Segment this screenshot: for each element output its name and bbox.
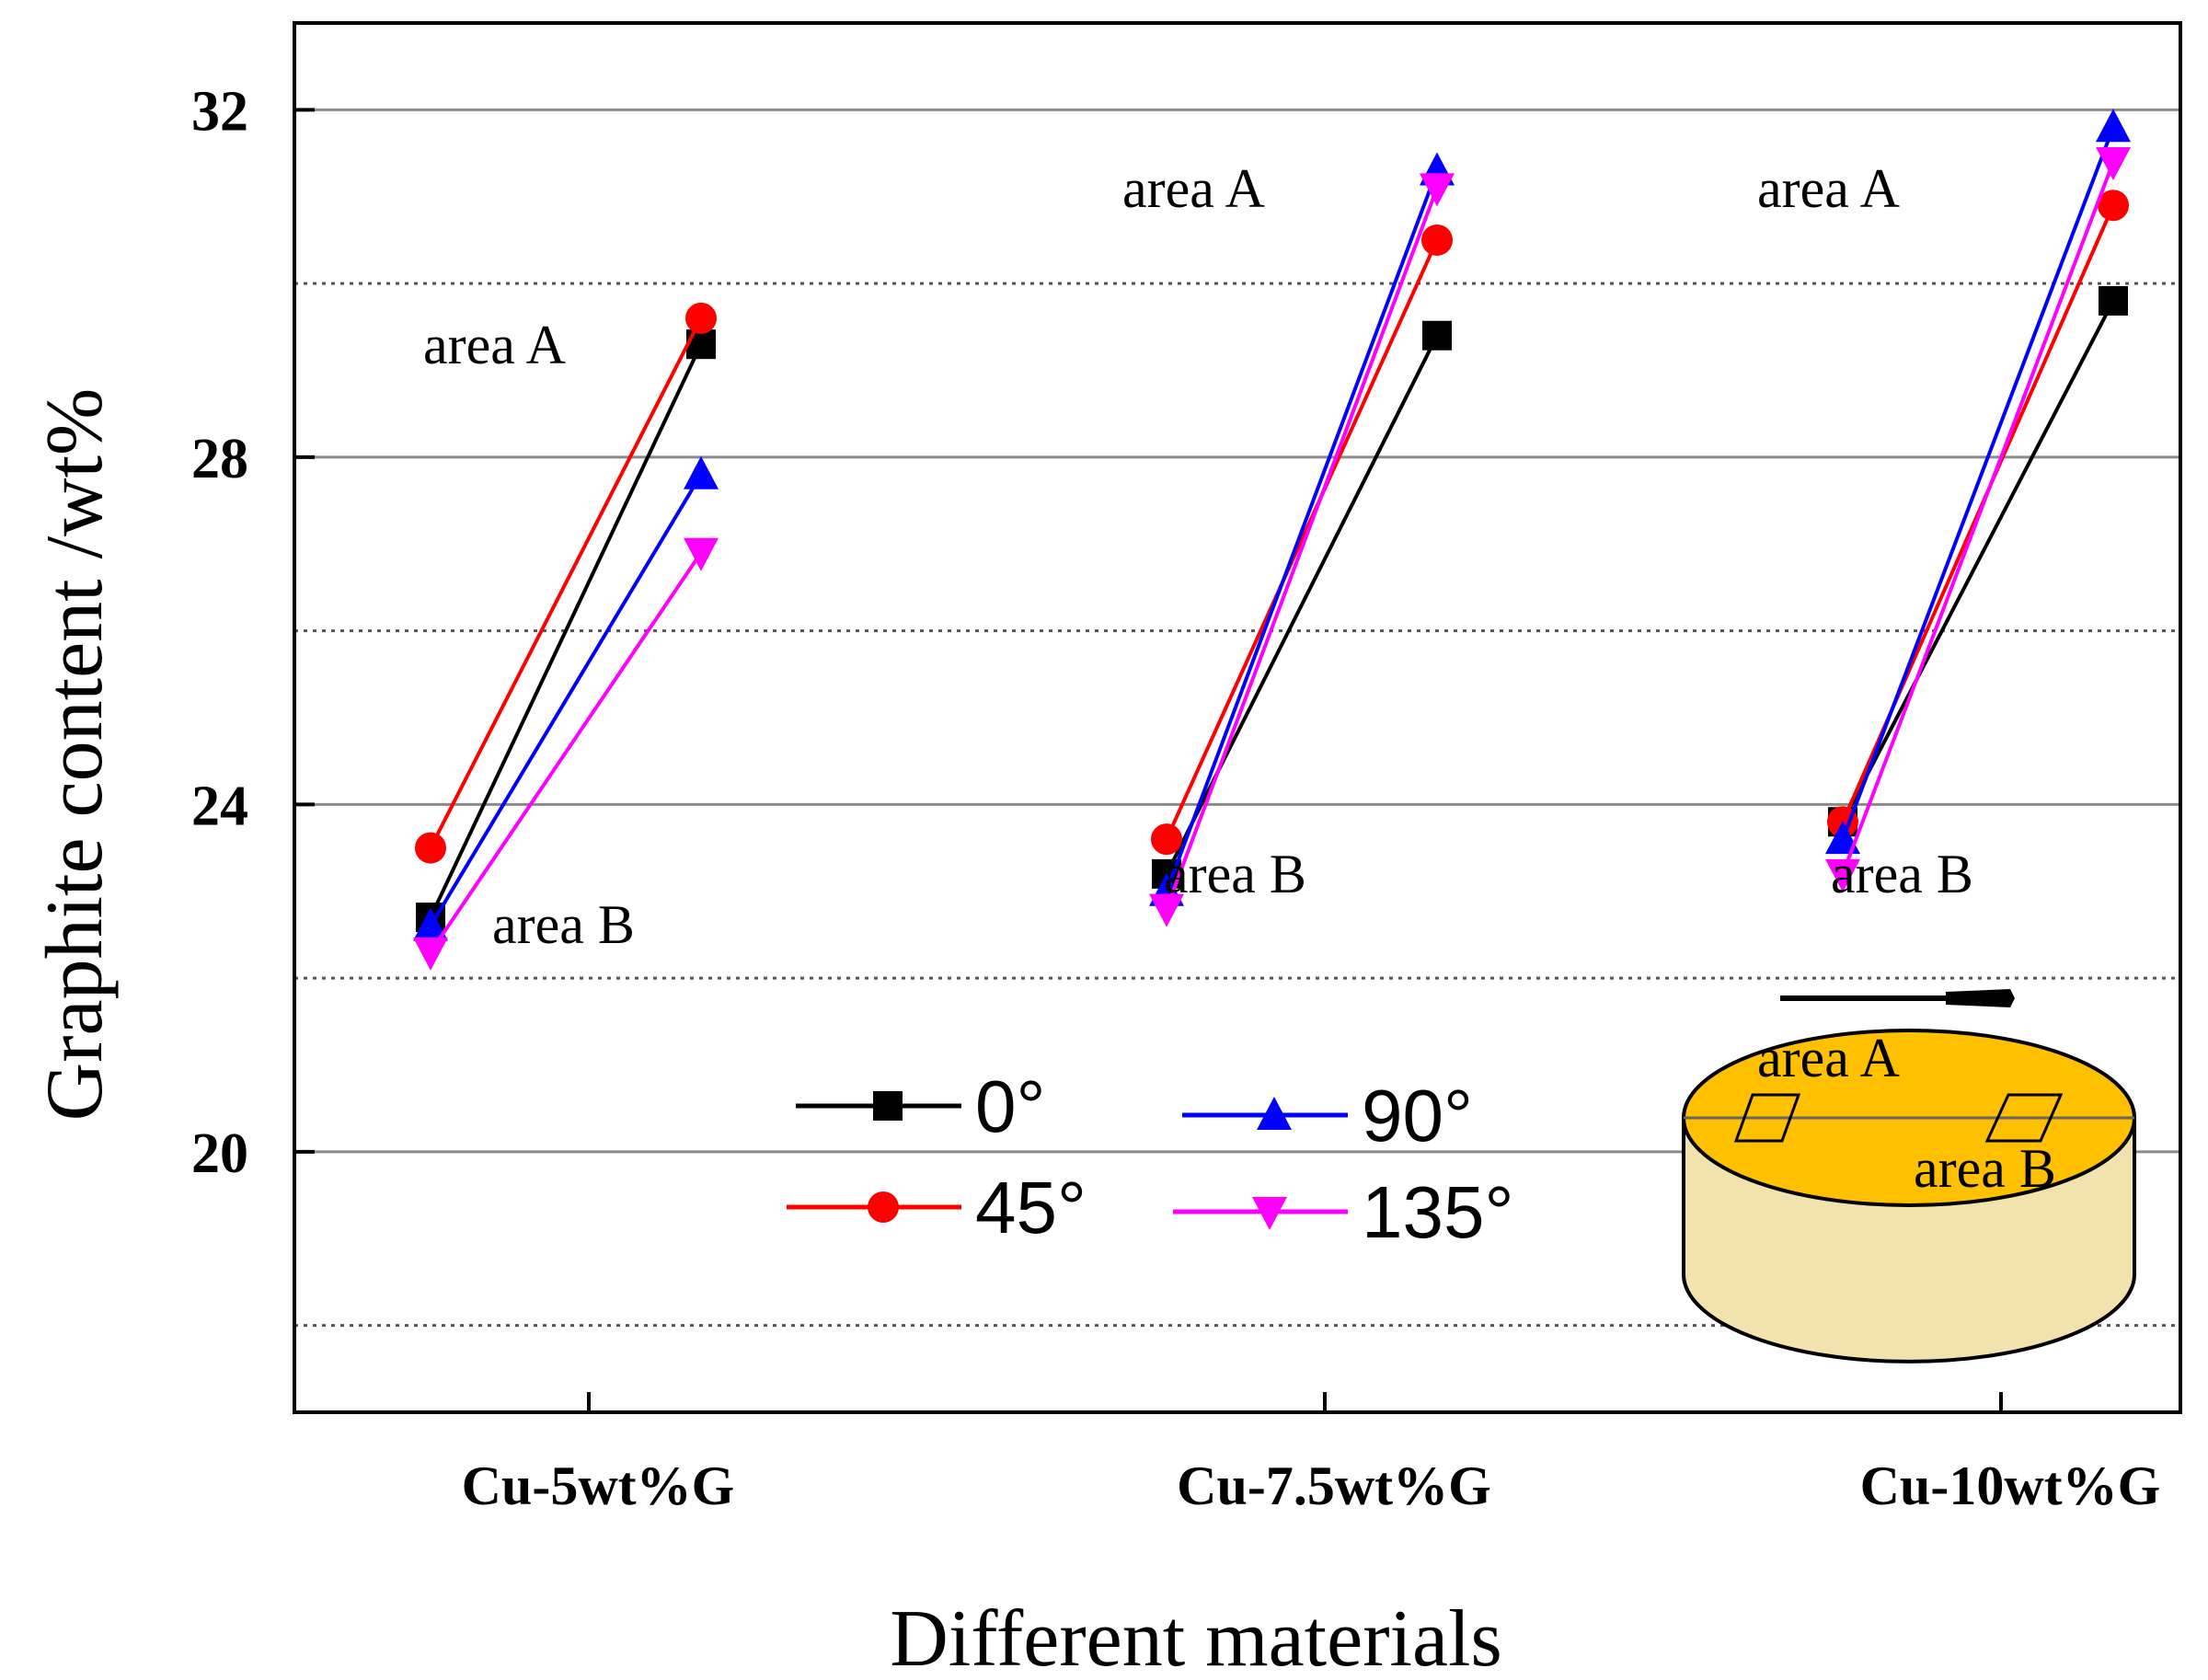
annotation-label: area B (492, 894, 635, 955)
data-point (1825, 821, 1860, 855)
series-line (429, 343, 703, 918)
data-point (1420, 173, 1455, 207)
legend: 0° 45° 90° 135° (787, 1065, 1513, 1253)
series-line (429, 316, 703, 849)
legend-marker (873, 1091, 903, 1121)
data-point (2096, 109, 2131, 143)
data-point (1421, 224, 1453, 256)
data-point (686, 329, 716, 360)
y-tick-label: 24 (191, 775, 248, 837)
series-line (1841, 300, 2115, 823)
x-tick-label: Cu-5wt%G (462, 1456, 735, 1516)
plot-frame (293, 21, 2182, 1414)
data-point (684, 537, 719, 571)
annotations: area A area B area A area B area A area B (423, 158, 1973, 955)
direction-arrow-head (1946, 989, 2015, 1007)
legend-marker (868, 1191, 899, 1223)
data-point (684, 455, 719, 489)
data-point (1825, 858, 1860, 892)
series-3 (413, 147, 2131, 971)
y-tick-label: 28 (191, 428, 248, 490)
annotation-label: area A (1122, 158, 1265, 219)
legend-marker (1257, 1097, 1292, 1130)
data-point (413, 937, 448, 971)
data-point (415, 832, 446, 864)
inset-label-area-b: area B (1914, 1138, 2056, 1199)
x-tick-label: Cu-7.5wt%G (1177, 1456, 1491, 1516)
series-2 (413, 109, 2131, 941)
y-tick-label: 32 (191, 80, 248, 143)
legend-entry: 0° (796, 1065, 1045, 1147)
data-point (2099, 286, 2128, 316)
area-b-square (1984, 1093, 2064, 1143)
data-point (1149, 893, 1184, 927)
annotation-label: area B (1164, 844, 1306, 904)
x-tick-label: Cu-10wt%G (1860, 1456, 2161, 1516)
series-line (1165, 334, 1439, 875)
annotation-label: area A (1757, 158, 1900, 219)
legend-label: 135° (1362, 1171, 1513, 1253)
series-line (429, 473, 703, 927)
legend-entry: 135° (1173, 1171, 1513, 1253)
y-axis: 20 24 28 32 (191, 80, 315, 1185)
x-axis: Cu-5wt%G Cu-7.5wt%G Cu-10wt%G (462, 1392, 2161, 1516)
y-tick-label: 20 (191, 1122, 248, 1185)
series-line (429, 551, 703, 953)
annotation-label: area B (1831, 844, 1973, 904)
series-layer (413, 109, 2131, 971)
inset-label-area-a: area A (1757, 1028, 1900, 1088)
legend-marker (1252, 1197, 1287, 1230)
series-line (1165, 169, 1439, 892)
legend-label: 0° (975, 1065, 1045, 1147)
legend-label: 90° (1362, 1075, 1473, 1156)
data-point (1151, 823, 1182, 856)
data-point (1422, 320, 1452, 351)
data-point (2096, 147, 2131, 180)
x-axis-title: Different materials (890, 1594, 1501, 1680)
legend-entry: 45° (787, 1167, 1087, 1248)
series-line (1841, 161, 2115, 875)
data-point (413, 907, 448, 941)
data-point (685, 302, 717, 334)
data-point (2098, 190, 2129, 222)
series-line (1165, 187, 1439, 910)
series-line (1165, 239, 1439, 840)
specimen-inset: area A area B (1682, 989, 2136, 1364)
area-a-square (1733, 1093, 1801, 1143)
legend-label: 45° (975, 1167, 1087, 1248)
series-line (1841, 126, 2115, 840)
y-axis-title: Graphite content /wt% (30, 388, 120, 1122)
annotation-label: area A (423, 315, 566, 375)
legend-entry: 90° (1182, 1075, 1473, 1156)
